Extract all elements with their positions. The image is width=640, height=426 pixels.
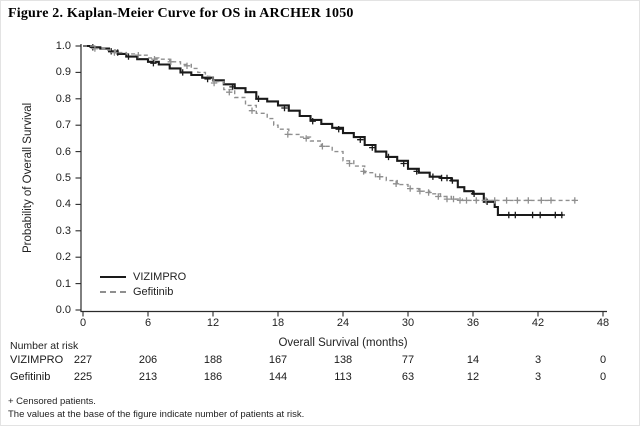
- x-tick-label: 30: [401, 317, 415, 329]
- risk-value: 188: [203, 354, 223, 366]
- y-tick-label: 0.0: [55, 304, 71, 316]
- risk-value: 167: [268, 354, 288, 366]
- risk-value: 113: [334, 371, 352, 383]
- censor-marks-vizimpro: [89, 44, 565, 219]
- y-tick-label: 0.8: [55, 92, 71, 105]
- risk-value: 138: [333, 354, 353, 366]
- x-tick-label: 12: [206, 317, 220, 329]
- risk-value: 144: [268, 371, 288, 383]
- km-curve-vizimpro: [83, 44, 563, 217]
- legend-item-vizimpro: VIZIMPRO: [100, 269, 186, 284]
- risk-value: 12: [466, 371, 480, 383]
- risk-row-gefitinib: Gefitinib 225 213 186 144 113 63 12 3 0: [0, 371, 640, 385]
- solid-line-swatch: [100, 275, 126, 278]
- x-tick-label: 24: [336, 317, 350, 329]
- y-tick-label: 0.9: [55, 66, 71, 79]
- x-tick-label: 48: [596, 317, 610, 329]
- risk-value: 3: [534, 371, 542, 383]
- y-tick-label: 0.7: [55, 119, 71, 132]
- footnote-censored: + Censored patients.: [8, 396, 96, 407]
- x-tick-label: 36: [466, 317, 480, 329]
- risk-value: 63: [401, 371, 415, 383]
- figure-title: Figure 2. Kaplan-Meier Curve for OS in A…: [8, 6, 354, 21]
- risk-row-label: Gefitinib: [10, 371, 51, 383]
- censor-marks-gefitinib: [91, 45, 578, 204]
- legend-label-vizimpro: VIZIMPRO: [133, 270, 187, 283]
- legend: VIZIMPRO Gefitinib: [100, 269, 186, 299]
- legend-label-gefitinib: Gefitinib: [133, 285, 174, 298]
- x-tick-label: 0: [79, 317, 87, 329]
- legend-item-gefitinib: Gefitinib: [100, 284, 186, 299]
- x-axis-label: Overall Survival (months): [278, 337, 408, 349]
- dashed-line-swatch: [100, 290, 126, 293]
- y-tick-label: 0.2: [55, 251, 71, 264]
- y-axis-label: Probability of Overall Survival: [22, 102, 34, 254]
- y-tick-label: 0.1: [55, 277, 71, 290]
- x-tick-label: 18: [271, 317, 285, 329]
- y-tick-label: 0.6: [55, 145, 71, 158]
- number-at-risk-header: Number at risk: [10, 340, 79, 352]
- risk-value: 3: [534, 354, 542, 366]
- risk-row-vizimpro: VIZIMPRO 227 206 188 167 138 77 14 3 0: [0, 354, 640, 368]
- risk-value: 213: [138, 371, 158, 383]
- footnote-values: The values at the base of the figure ind…: [8, 409, 305, 420]
- x-tick-label: 42: [531, 317, 545, 329]
- y-tick-label: 0.5: [55, 172, 71, 184]
- risk-value: 0: [599, 371, 607, 383]
- y-tick-label: 0.4: [55, 198, 71, 211]
- y-tick-label: 0.3: [55, 224, 71, 237]
- risk-value: 206: [138, 354, 158, 366]
- risk-value: 0: [599, 354, 607, 366]
- risk-value: 77: [401, 354, 415, 366]
- x-tick-label: 6: [144, 317, 152, 329]
- risk-value: 227: [73, 354, 93, 366]
- km-curve-gefitinib: [83, 45, 575, 202]
- risk-value: 225: [73, 371, 93, 383]
- risk-value: 14: [466, 354, 480, 366]
- risk-row-label: VIZIMPRO: [10, 354, 64, 366]
- y-tick-label: 1.0: [55, 40, 71, 52]
- risk-value: 186: [203, 371, 223, 383]
